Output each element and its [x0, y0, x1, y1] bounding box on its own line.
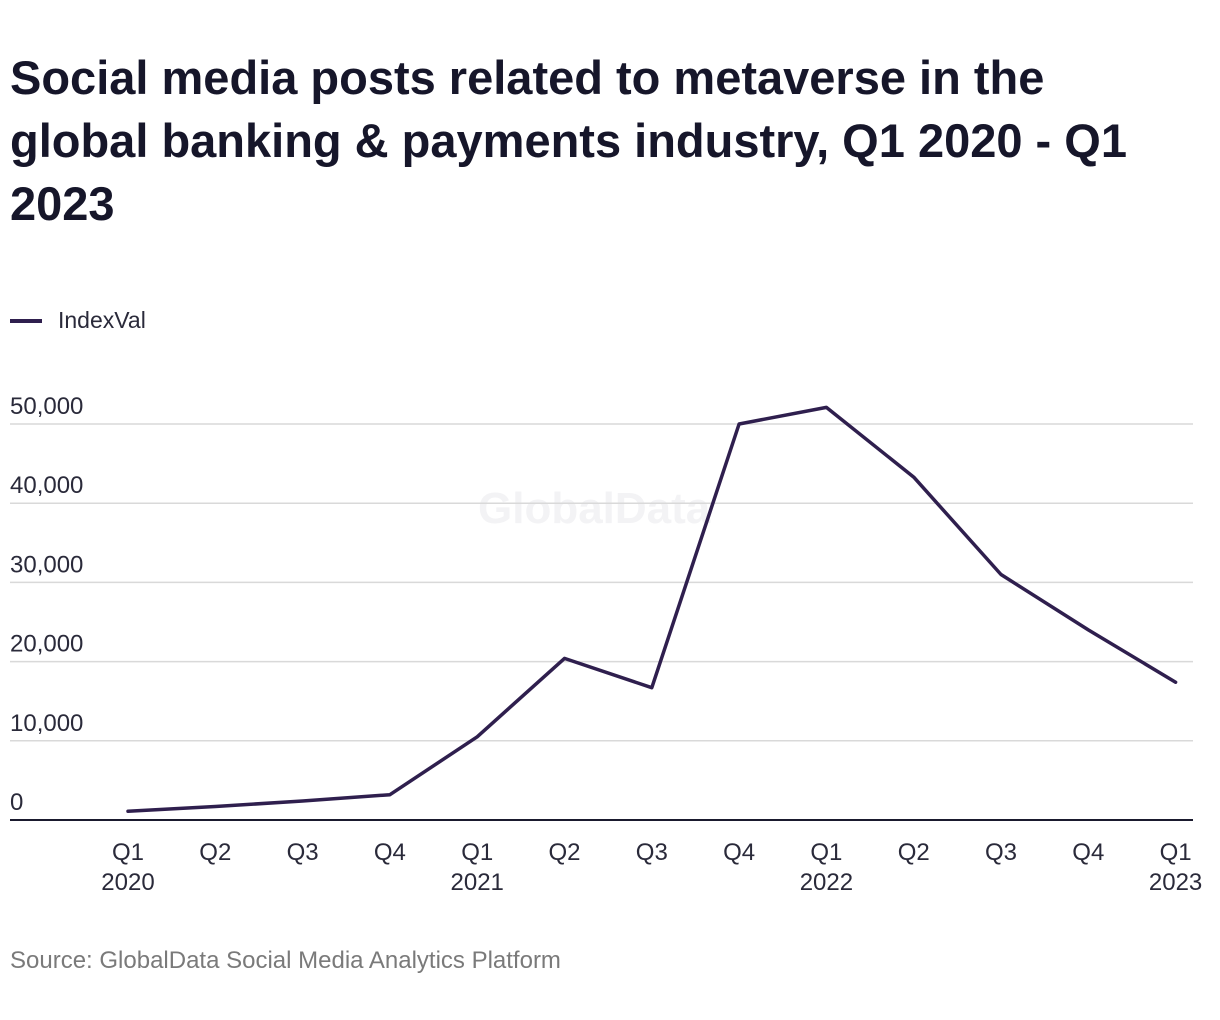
legend: IndexVal [10, 307, 146, 334]
x-tick-label: Q4 [723, 839, 755, 866]
legend-swatch [10, 318, 42, 323]
x-tick-label: Q2 [898, 839, 930, 866]
x-tick-label: Q4 [1072, 839, 1104, 866]
x-tick-label: Q1 2020 [101, 839, 154, 896]
x-tick-label: Q2 [548, 839, 580, 866]
y-tick-label: 30,000 [10, 551, 83, 578]
x-tick-label: Q1 2022 [800, 839, 853, 896]
chart-title: Social media posts related to metaverse … [10, 51, 1127, 230]
x-tick-label: Q1 2021 [451, 839, 504, 896]
y-tick-label: 10,000 [10, 710, 83, 737]
series-line [126, 405, 1178, 814]
y-tick-label: 20,000 [10, 631, 83, 658]
x-tick-label: Q3 [636, 839, 668, 866]
x-tick-label: Q3 [985, 839, 1017, 866]
watermark: GlobalData [478, 484, 711, 533]
x-tick-label: Q2 [199, 839, 231, 866]
y-tick-label: 50,000 [10, 393, 83, 420]
source-note: Source: GlobalData Social Media Analytic… [10, 947, 561, 974]
y-tick-label: 40,000 [10, 472, 83, 499]
x-tick-label: Q3 [287, 839, 319, 866]
x-tick-label: Q4 [374, 839, 406, 866]
x-tick-label: Q1 2023 [1149, 839, 1202, 896]
y-tick-label: 0 [10, 789, 23, 816]
legend-label: IndexVal [58, 307, 146, 333]
